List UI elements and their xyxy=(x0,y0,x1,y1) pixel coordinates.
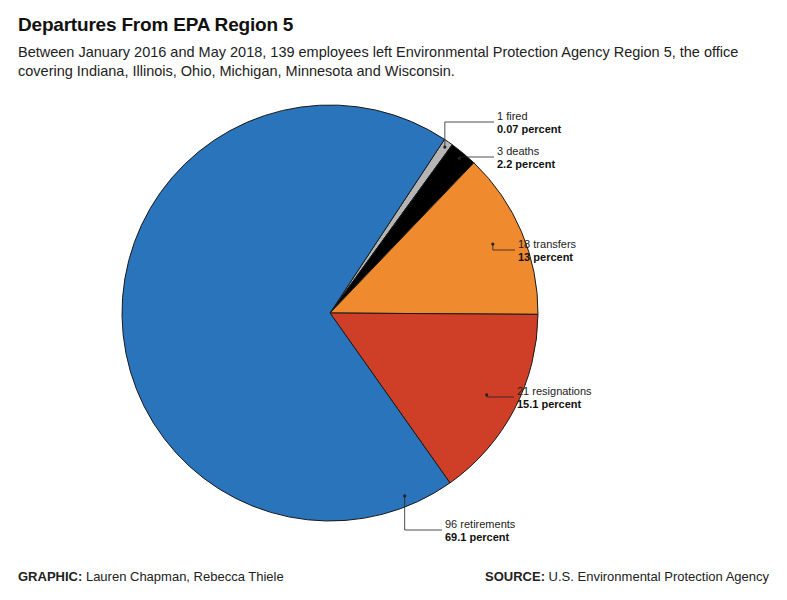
html-text:Departures From EPA Region 5: Departures From EPA Region 5 xyxy=(18,14,294,35)
svg-text:2.2 percent: 2.2 percent xyxy=(497,158,555,170)
svg-text:15.1 percent: 15.1 percent xyxy=(517,398,582,410)
svg-text:3 deaths: 3 deaths xyxy=(497,145,540,157)
svg-text:1 fired: 1 fired xyxy=(497,110,528,122)
svg-text:21 resignations: 21 resignations xyxy=(517,385,592,397)
html-text:SOURCE: U.S. Environmental Pro: SOURCE: U.S. Environmental Protection Ag… xyxy=(485,569,769,584)
svg-text:0.07 percent: 0.07 percent xyxy=(497,123,562,135)
svg-text:18 transfers: 18 transfers xyxy=(518,238,577,250)
html-text:Between January 2016 and May 2: Between January 2016 and May 2018, 139 e… xyxy=(18,44,739,79)
svg-text:69.1 percent: 69.1 percent xyxy=(445,531,510,543)
html-text:GRAPHIC: Lauren Chapman, Rebec: GRAPHIC: Lauren Chapman, Rebecca Thiele xyxy=(18,569,284,584)
svg-text:13 percent: 13 percent xyxy=(518,251,573,263)
svg-text:96 retirements: 96 retirements xyxy=(445,518,516,530)
